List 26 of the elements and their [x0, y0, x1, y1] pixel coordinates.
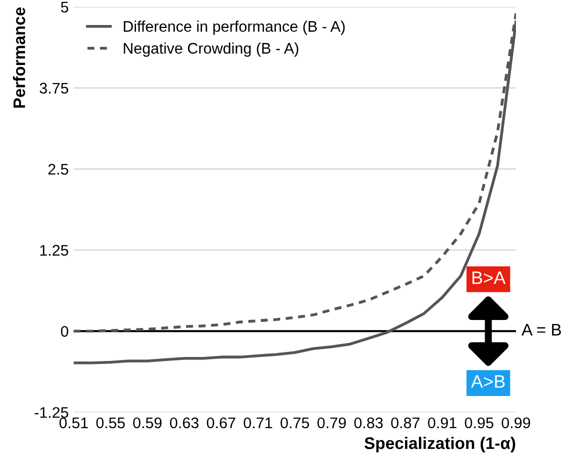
legend-label: Negative Crowding (B - A) [124, 42, 298, 57]
ref-line-label: A = B [522, 324, 561, 336]
legend-label: Difference in performance (B - A) [124, 20, 345, 35]
annotation: A>B [471, 375, 505, 388]
y-tick-label: 1.25 [40, 244, 68, 256]
x-tick-label: 0.59 [133, 417, 162, 428]
y-tick-label: -1.25 [34, 407, 68, 418]
y-tick-label: 3.75 [40, 82, 68, 94]
x-tick-label: 0.63 [170, 417, 198, 428]
x-tick-label: 0.91 [428, 417, 456, 428]
y-axis-title: Performance [12, 7, 26, 108]
x-axis-title: Specialization (1-α) [364, 436, 516, 452]
y-tick-label: 2.5 [48, 164, 68, 175]
x-tick-label: 0.75 [280, 417, 310, 428]
x-tick-label: 0.87 [391, 417, 420, 428]
x-tick-label: 0.95 [464, 417, 494, 428]
x-tick-label: 0.79 [317, 417, 346, 428]
x-tick-label: 0.83 [354, 417, 383, 428]
x-tick-label: 0.99 [502, 417, 530, 428]
x-tick-label: 0.71 [244, 417, 272, 428]
y-tick-label: 5 [60, 2, 68, 13]
x-tick-label: 0.51 [59, 417, 88, 428]
x-tick-label: 0.55 [96, 417, 125, 428]
y-tick-label: 0 [60, 326, 68, 337]
annotation: B>A [472, 272, 506, 284]
x-tick-label: 0.67 [206, 417, 236, 428]
